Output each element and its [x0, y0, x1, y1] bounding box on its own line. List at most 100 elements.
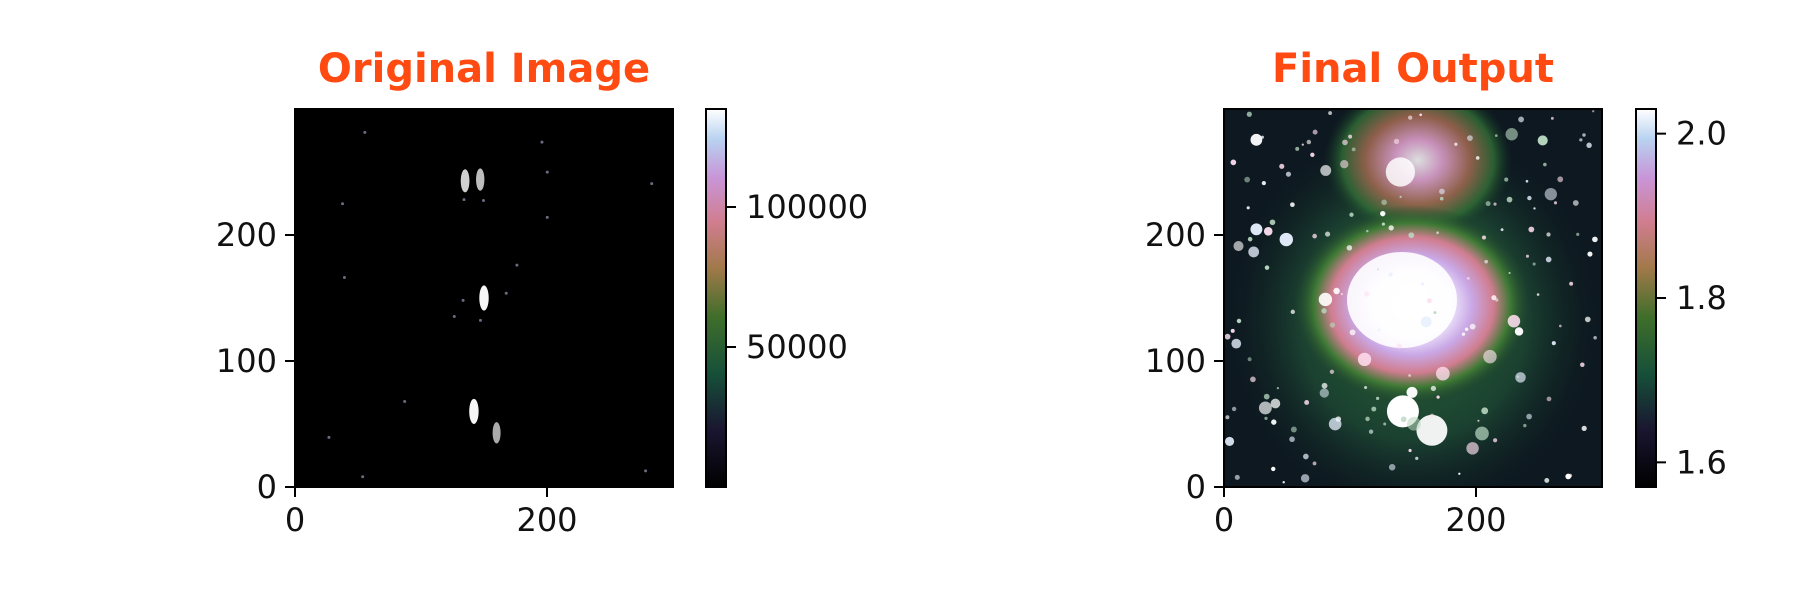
star [1580, 362, 1585, 368]
y-axis: 0 100 200 [1145, 216, 1224, 506]
star [1506, 196, 1513, 203]
x-tick-label: 0 [285, 501, 305, 539]
faint-star [545, 170, 549, 174]
star [1436, 231, 1439, 235]
y-tick-label: 100 [216, 342, 277, 380]
star [1419, 113, 1423, 117]
star [1276, 387, 1280, 390]
star [1388, 225, 1394, 231]
faint-star [340, 202, 344, 206]
star [1518, 116, 1525, 123]
star [1349, 329, 1356, 336]
faint-star [327, 435, 331, 439]
star [1383, 422, 1387, 426]
star [1515, 372, 1526, 383]
faint-star [481, 199, 485, 203]
colorbar-tick-label: 50000 [746, 328, 848, 366]
colorbar-ticks: 50000 100000 [726, 188, 868, 366]
y-tick-label: 200 [216, 216, 277, 254]
star [1333, 287, 1340, 295]
star [1545, 256, 1552, 263]
bright-source [476, 168, 485, 191]
star [1320, 165, 1332, 176]
star [1415, 456, 1419, 460]
x-tick-label: 0 [1214, 501, 1234, 539]
star [1551, 341, 1556, 346]
faint-star [540, 140, 544, 144]
star [1466, 277, 1470, 280]
star [1282, 481, 1285, 484]
star [1261, 180, 1266, 186]
star [1357, 352, 1372, 367]
star [1593, 335, 1597, 340]
star [1328, 111, 1333, 116]
star [1419, 323, 1422, 326]
star [1445, 290, 1450, 295]
star [1508, 271, 1511, 275]
star [1557, 176, 1564, 183]
x-tick-label: 200 [1445, 501, 1506, 539]
star [1527, 195, 1532, 201]
colorbar-tick-label: 2.0 [1676, 115, 1727, 153]
star [1312, 233, 1317, 239]
star [1439, 196, 1444, 201]
faint-star [650, 182, 654, 186]
star [1377, 328, 1381, 332]
star [1264, 416, 1268, 420]
star [1230, 159, 1237, 166]
colorbar-tick-label: 1.8 [1676, 279, 1727, 317]
star [1375, 396, 1380, 401]
star [1493, 438, 1498, 443]
star [1364, 385, 1368, 390]
star [1429, 413, 1435, 419]
star [1248, 246, 1260, 258]
star [1234, 474, 1240, 480]
final-output-panel: Final Output 0 200 0 100 200 1.6 1.8 2.0 [1145, 46, 1727, 539]
y-tick-label: 100 [1145, 342, 1206, 380]
star [1439, 188, 1445, 195]
star [1461, 332, 1466, 336]
star [1329, 369, 1335, 374]
star [1328, 417, 1342, 431]
star [1504, 177, 1509, 182]
colorbar-tick-label: 100000 [746, 188, 868, 226]
star [1565, 473, 1572, 480]
star [1225, 415, 1230, 420]
star [1430, 385, 1437, 392]
star [1544, 477, 1550, 483]
star [1304, 400, 1310, 405]
star [1584, 316, 1591, 323]
star [1388, 272, 1393, 277]
star [1481, 407, 1489, 415]
star [1420, 282, 1425, 286]
star [1285, 171, 1292, 177]
star [1368, 429, 1374, 434]
star [1250, 223, 1263, 236]
faint-star [452, 315, 456, 319]
faint-star [504, 291, 508, 295]
star [1586, 142, 1592, 148]
star [1592, 110, 1595, 113]
nebula-upper-lobe [1323, 109, 1513, 240]
star [1279, 163, 1285, 169]
star [1300, 474, 1310, 483]
star [1494, 134, 1498, 137]
star [1380, 210, 1386, 217]
bright-source [492, 422, 501, 444]
faint-star [461, 298, 465, 302]
star [1396, 343, 1402, 349]
star [1546, 232, 1551, 237]
y-tick-label: 0 [257, 468, 277, 506]
image-frame [294, 108, 674, 488]
star [1340, 160, 1349, 169]
star [1587, 251, 1593, 257]
star [1312, 129, 1318, 135]
faint-star [545, 215, 549, 219]
star [1544, 187, 1557, 201]
image-frame [1223, 108, 1603, 488]
star [1271, 419, 1277, 425]
star [1536, 293, 1540, 296]
star [1342, 139, 1348, 146]
colorbar-ticks: 1.6 1.8 2.0 [1656, 115, 1727, 481]
star [1321, 382, 1328, 389]
